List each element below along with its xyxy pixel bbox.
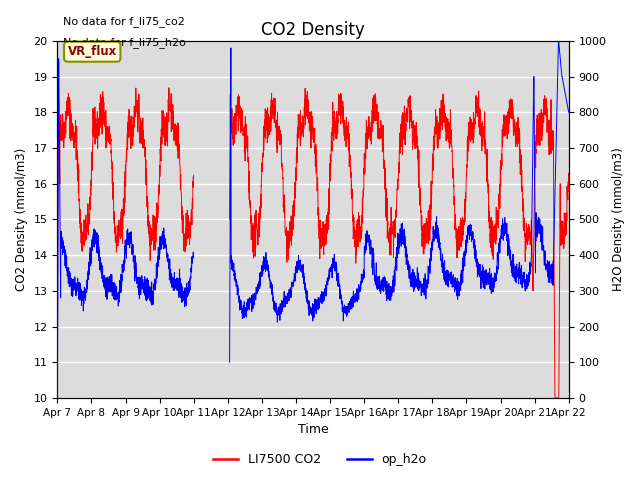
- Y-axis label: H2O Density (mmol/m3): H2O Density (mmol/m3): [612, 147, 625, 291]
- Text: No data for f_li75_co2: No data for f_li75_co2: [63, 16, 184, 27]
- Text: VR_flux: VR_flux: [68, 45, 117, 58]
- Legend: LI7500 CO2, op_h2o: LI7500 CO2, op_h2o: [209, 448, 431, 471]
- Title: CO2 Density: CO2 Density: [261, 21, 365, 39]
- Y-axis label: CO2 Density (mmol/m3): CO2 Density (mmol/m3): [15, 148, 28, 291]
- Text: No data for f_li75_h2o: No data for f_li75_h2o: [63, 37, 186, 48]
- X-axis label: Time: Time: [298, 423, 328, 436]
